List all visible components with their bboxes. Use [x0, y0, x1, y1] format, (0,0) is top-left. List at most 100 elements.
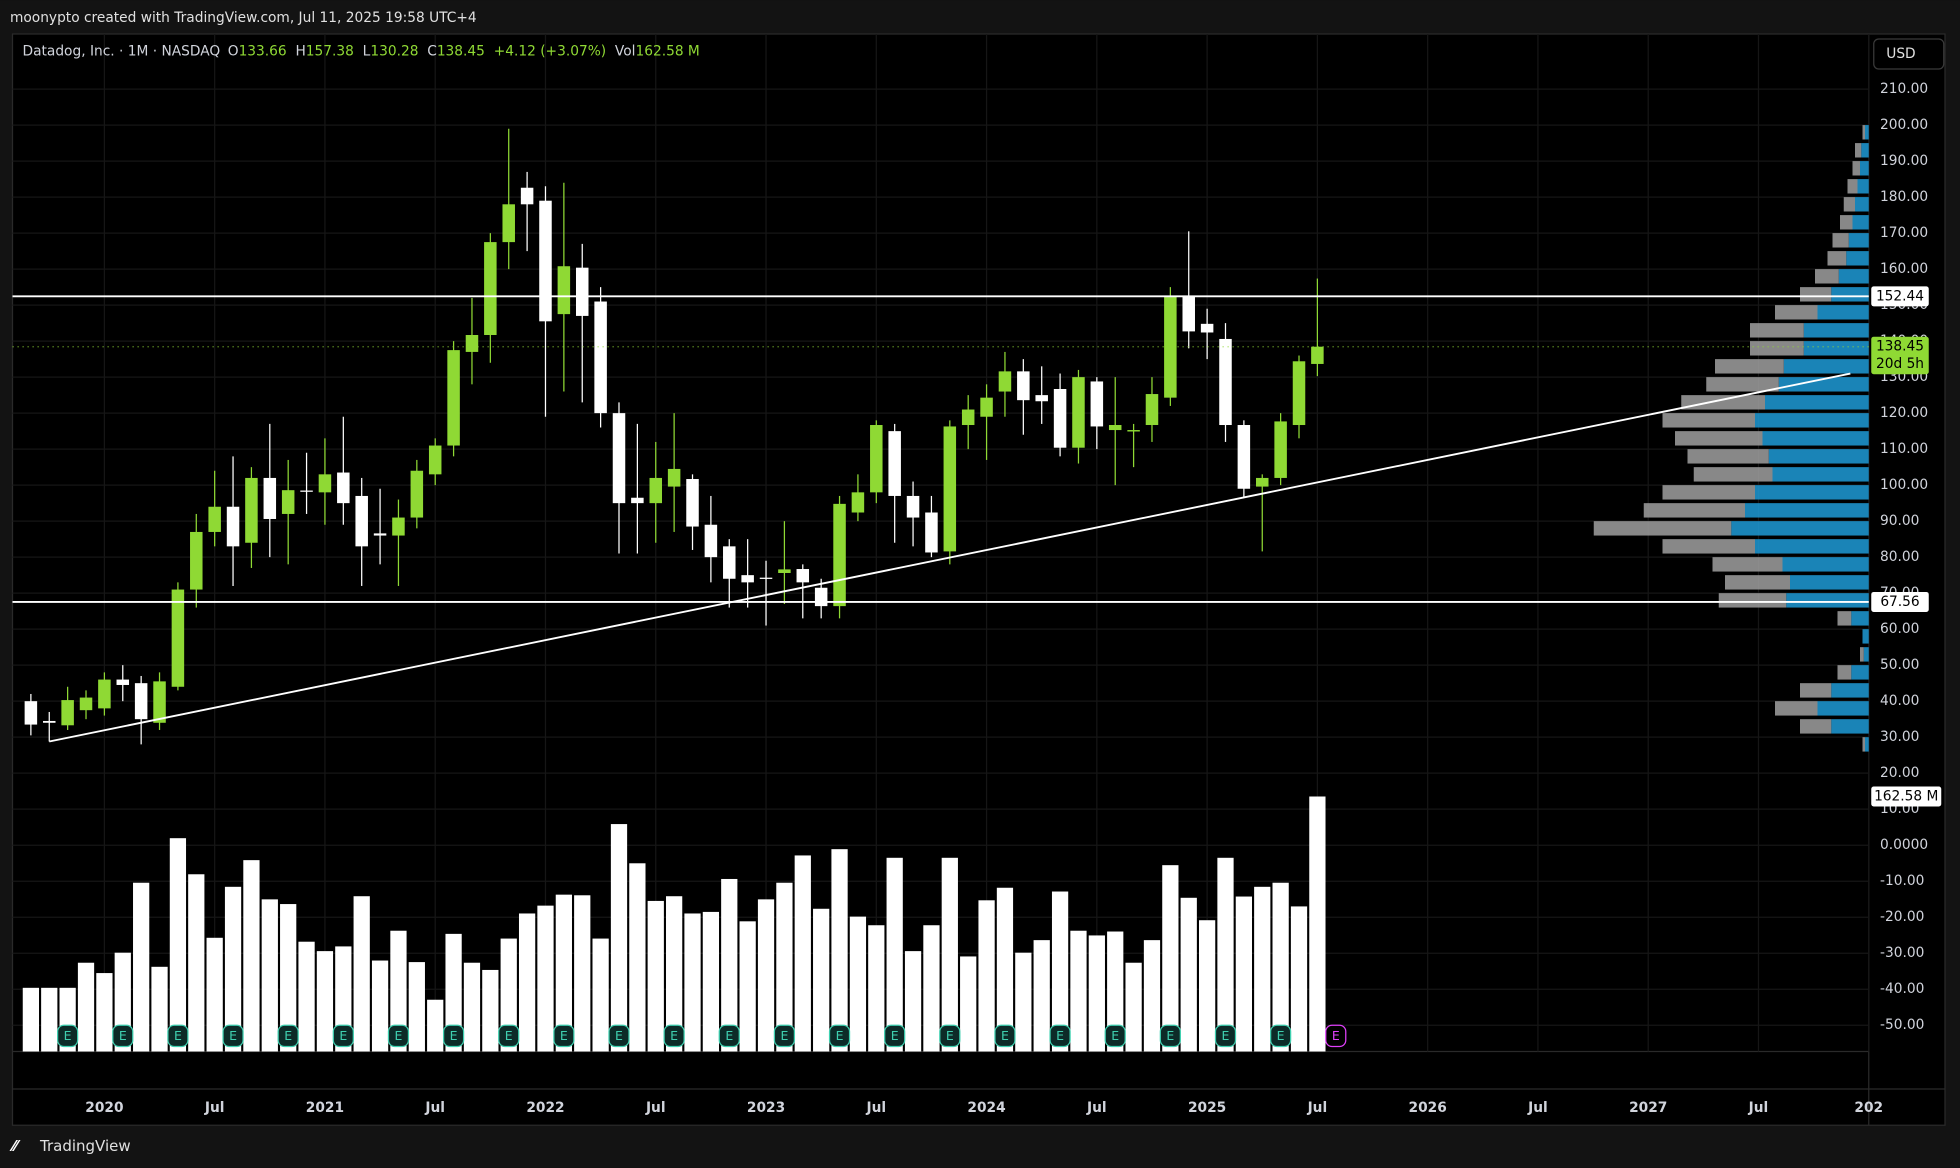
candle-body — [281, 490, 295, 514]
profile-blue — [1848, 233, 1869, 248]
volume-bar — [886, 857, 903, 1052]
earnings-label: E — [615, 1028, 623, 1043]
candle-body — [428, 445, 442, 475]
profile-blue — [1863, 647, 1869, 662]
x-tick-label: Jul — [1748, 1100, 1769, 1116]
profile-blue — [1782, 557, 1869, 572]
candle-body — [1053, 389, 1067, 448]
earnings-marker — [167, 1024, 189, 1048]
volume-bar — [868, 925, 885, 1052]
candle-body — [796, 569, 810, 583]
profile-blue — [1865, 737, 1869, 752]
candle-body — [814, 587, 828, 607]
earnings-marker — [773, 1024, 796, 1048]
candle-body — [539, 200, 552, 322]
earnings-marker — [608, 1024, 630, 1048]
profile-grey — [1837, 665, 1852, 680]
x-tick-label: Jul — [1527, 1100, 1548, 1116]
candle-body — [1145, 394, 1159, 426]
volume-bar — [904, 951, 922, 1052]
volume-bar — [702, 911, 720, 1052]
candle-body — [870, 425, 883, 493]
volume-bar — [849, 916, 867, 1052]
volume-bar — [482, 969, 499, 1052]
y-tick-label: 200.00 — [1880, 117, 1928, 133]
profile-grey — [1847, 179, 1858, 194]
earnings-marker — [828, 1024, 851, 1048]
volume-bar — [1107, 931, 1124, 1052]
volume-bar — [831, 849, 848, 1052]
volume-bar — [1088, 935, 1105, 1052]
earnings-marker — [57, 1024, 79, 1048]
profile-grey — [1827, 251, 1847, 266]
candle-body — [741, 575, 754, 583]
volume-bar — [1217, 857, 1234, 1052]
volume-bar — [1015, 952, 1032, 1052]
volume-bar — [298, 941, 315, 1052]
candle-body — [502, 204, 515, 243]
earnings-marker — [277, 1024, 299, 1048]
volume-bar — [243, 860, 260, 1052]
profile-blue — [1838, 269, 1869, 284]
profile-blue — [1772, 467, 1869, 482]
volume-bar — [923, 925, 940, 1052]
volume-bar — [1272, 882, 1289, 1052]
volume-bar — [721, 878, 738, 1052]
earnings-marker — [222, 1024, 244, 1048]
candle-body — [318, 474, 332, 493]
profile-grey — [1837, 611, 1852, 626]
axes: 210.00200.00190.00180.00170.00160.00150.… — [85, 81, 1942, 1116]
volume-bar — [427, 999, 444, 1052]
candle-body — [888, 431, 901, 496]
x-tick-label: 2023 — [747, 1100, 785, 1116]
currency-button[interactable] — [1873, 38, 1945, 70]
currency-label[interactable]: USD — [1886, 46, 1915, 62]
candle-body — [263, 477, 277, 519]
candle-body — [79, 697, 93, 711]
volume-bar — [941, 857, 958, 1052]
profile-grey — [1852, 161, 1860, 176]
candle-body — [373, 533, 387, 536]
profile-blue — [1855, 197, 1869, 212]
volume-bar — [610, 824, 628, 1052]
volume-bar — [592, 938, 609, 1052]
profile-blue — [1803, 323, 1869, 338]
earnings-label: E — [1277, 1028, 1285, 1043]
candle-body — [557, 266, 571, 315]
volume-bar — [371, 960, 389, 1052]
profile-grey — [1862, 125, 1865, 140]
open-value: 133.66 — [239, 44, 287, 60]
profile-blue — [1865, 125, 1869, 140]
volume-bar — [960, 956, 977, 1052]
profile-grey — [1687, 449, 1769, 464]
profile-blue — [1860, 161, 1869, 176]
volume-bar — [169, 838, 187, 1052]
profile-blue — [1831, 719, 1869, 734]
profile-blue — [1786, 593, 1869, 608]
x-tick-label: 2027 — [1629, 1100, 1667, 1116]
volume-profile — [1593, 125, 1869, 752]
y-tick-label: -50.00 — [1880, 1017, 1924, 1033]
y-tick-label: 110.00 — [1880, 441, 1928, 457]
x-tick-label: Jul — [204, 1100, 225, 1116]
high-key: H — [295, 44, 305, 60]
candle-body — [190, 531, 203, 590]
earnings-label: E — [505, 1028, 513, 1043]
last-price-label: 138.45 — [1876, 339, 1924, 355]
profile-blue — [1755, 485, 1869, 500]
volume-bar — [390, 930, 407, 1052]
price-label: 67.56 — [1880, 594, 1919, 610]
profile-grey — [1750, 323, 1804, 338]
x-tick-label: Jul — [645, 1100, 666, 1116]
volume-value: 162.58 M — [635, 44, 699, 60]
y-tick-label: 100.00 — [1880, 477, 1928, 493]
candle-body — [612, 413, 626, 504]
earnings-label: E — [450, 1028, 458, 1043]
low-value: 130.28 — [370, 44, 418, 60]
candle-body — [1090, 381, 1104, 427]
earnings-marker — [1214, 1024, 1237, 1048]
earnings-label: E — [725, 1028, 733, 1043]
candle-body — [1035, 395, 1048, 402]
profile-blue — [1817, 701, 1869, 716]
earnings-marker — [1104, 1024, 1126, 1048]
